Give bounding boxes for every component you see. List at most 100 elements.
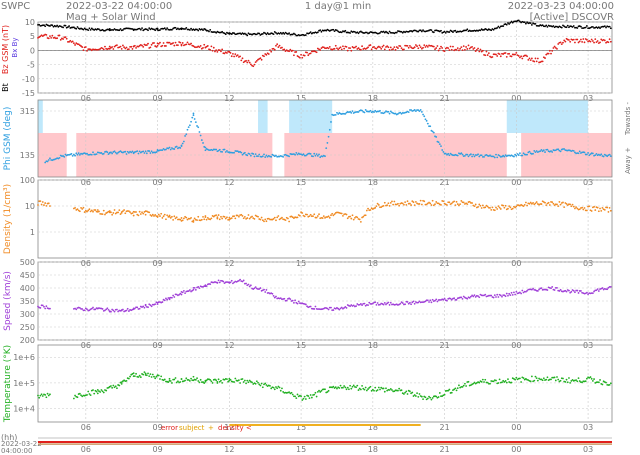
density-point-443 <box>575 206 578 209</box>
phi-point-130 <box>193 118 196 120</box>
phi-point-399 <box>513 155 515 158</box>
density-point-37 <box>102 209 105 212</box>
bz-point-243 <box>320 47 323 50</box>
bz-point-242 <box>319 49 322 51</box>
bz-point-256 <box>336 47 338 50</box>
bt-point-5 <box>43 24 45 27</box>
speed-point-44 <box>110 310 112 313</box>
density-point-157 <box>233 215 236 218</box>
bz-point-10 <box>49 35 51 38</box>
density-point-89 <box>159 215 161 217</box>
temperature-point-229 <box>319 391 322 393</box>
temperature-point-282 <box>382 387 385 390</box>
temperature-point-66 <box>133 375 136 378</box>
phi-point-57 <box>111 152 114 155</box>
bz-point-338 <box>434 48 436 51</box>
temperature-point-192 <box>275 386 277 388</box>
phi-point-126 <box>190 120 192 123</box>
temperature-point-0 <box>37 394 39 397</box>
speed-point-46 <box>112 309 115 312</box>
temperature-point-430 <box>559 379 562 382</box>
bz-point-320 <box>412 47 415 50</box>
density-point-25 <box>89 210 92 213</box>
phi-point-182 <box>253 155 256 158</box>
density-point-155 <box>230 217 233 220</box>
bt-point-233 <box>308 32 311 35</box>
temperature-point-344 <box>456 387 459 390</box>
density-point-83 <box>153 215 155 217</box>
phi-point-241 <box>324 155 326 158</box>
phi-point-379 <box>489 154 491 157</box>
bz-point-389 <box>495 53 497 56</box>
temperature-point-23 <box>87 390 90 393</box>
density-point-417 <box>544 201 546 204</box>
bt-point-392 <box>498 26 501 29</box>
phi-point-262 <box>349 110 352 113</box>
density-point-400 <box>523 203 526 206</box>
temperature-point-190 <box>272 386 275 389</box>
bt-point-335 <box>430 29 433 32</box>
speed-point-179 <box>259 287 262 289</box>
density-point-323 <box>431 199 434 202</box>
bz-point-264 <box>345 45 348 48</box>
bz-point-9 <box>47 37 50 40</box>
temperature-point-217 <box>304 398 307 400</box>
speed-point-387 <box>508 292 511 295</box>
bz-point-282 <box>367 46 369 49</box>
bz-point-353 <box>452 45 454 48</box>
phi-point-134 <box>198 131 201 133</box>
bz-point-204 <box>273 48 276 51</box>
density-point-257 <box>352 218 355 221</box>
temperature-point-10 <box>49 393 51 396</box>
phi-point-111 <box>173 148 176 150</box>
bt-point-170 <box>233 32 236 35</box>
bz-point-383 <box>487 52 490 55</box>
temperature-point-266 <box>363 388 366 391</box>
temperature-point-443 <box>575 379 578 382</box>
phi-point-3 <box>47 159 50 161</box>
phi-point-460 <box>585 153 588 156</box>
temperature-point-385 <box>505 381 508 384</box>
speed-point-169 <box>247 283 250 286</box>
bz-point-169 <box>232 52 234 55</box>
bz-point-439 <box>554 46 557 49</box>
density-point-291 <box>393 200 396 203</box>
bt-point-100 <box>154 29 157 32</box>
temperature-point-301 <box>405 390 408 393</box>
phi-point-108 <box>169 148 172 151</box>
phi-point-272 <box>361 109 363 112</box>
hour-tick-1-6: 00 <box>511 178 521 187</box>
hour-tick-0-0: 06 <box>81 94 91 103</box>
temperature-point-257 <box>352 384 355 387</box>
phi-point-236 <box>318 153 320 156</box>
phi-point-322 <box>420 111 423 113</box>
bt-point-197 <box>265 33 268 36</box>
phi-point-407 <box>522 152 525 155</box>
phi-point-190 <box>263 153 265 156</box>
density-point-117 <box>190 216 192 219</box>
bt-point-212 <box>283 33 286 35</box>
bz-point-483 <box>607 41 610 44</box>
bz-point-77 <box>127 48 130 51</box>
bz-point-408 <box>517 55 520 57</box>
temperature-point-405 <box>529 380 532 383</box>
temperature-point-302 <box>406 393 409 395</box>
speed-point-170 <box>248 285 251 288</box>
speed-point-78 <box>147 306 149 309</box>
temperature-point-195 <box>278 386 281 389</box>
temperature-point-73 <box>142 373 145 376</box>
temperature-point-70 <box>138 374 141 377</box>
temperature-point-172 <box>251 381 253 384</box>
bottom-hour-1: 09 <box>152 445 162 454</box>
speed-point-461 <box>596 288 599 291</box>
density-point-388 <box>509 206 512 209</box>
density-point-427 <box>556 203 558 206</box>
bz-point-309 <box>399 45 402 48</box>
bt-point-39 <box>83 27 86 30</box>
density-point-203 <box>288 220 291 223</box>
bottom-hour-0: 06 <box>81 445 91 454</box>
speed-point-235 <box>326 307 329 310</box>
speed-point-367 <box>484 293 487 296</box>
speed-point-414 <box>540 287 543 290</box>
bz-point-52 <box>99 48 102 50</box>
